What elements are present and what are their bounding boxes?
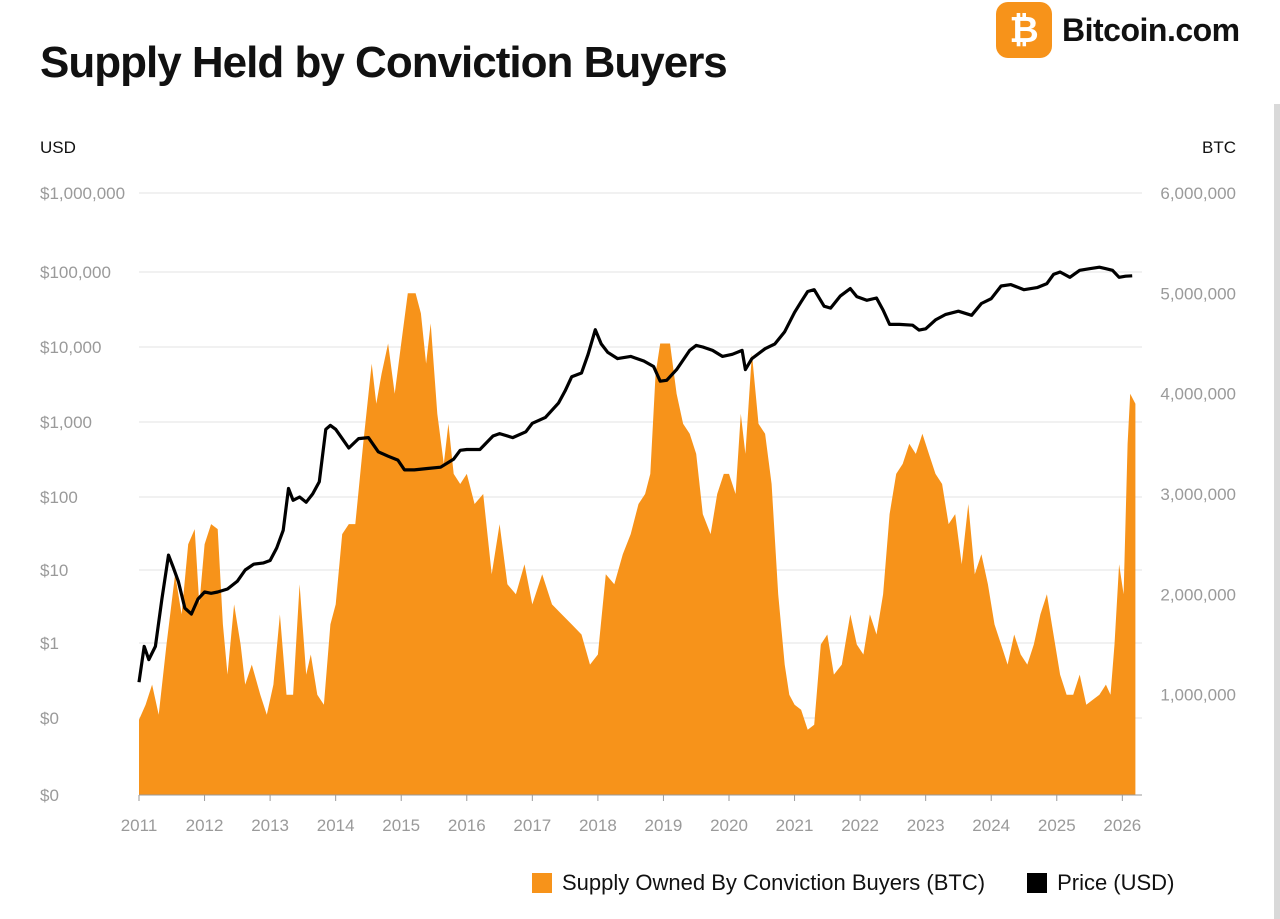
- x-tick-label: 2015: [382, 816, 420, 835]
- right-axis-unit: BTC: [1202, 138, 1236, 157]
- left-axis-unit: USD: [40, 138, 76, 157]
- brand-name: Bitcoin.com: [1062, 11, 1240, 48]
- x-tick-label: 2020: [710, 816, 748, 835]
- x-tick-label: 2023: [907, 816, 945, 835]
- right-tick-label: 6,000,000: [1160, 184, 1236, 203]
- x-tick-label: 2011: [121, 816, 158, 835]
- legend-item-supply: Supply Owned By Conviction Buyers (BTC): [532, 870, 985, 896]
- price-line-layer: [137, 265, 1133, 683]
- right-tick-label: 2,000,000: [1160, 585, 1236, 604]
- bitcoin-symbol: ₿: [1009, 10, 1039, 51]
- right-tick-label: 4,000,000: [1160, 385, 1236, 404]
- brand-header: ₿ Bitcoin.com: [996, 0, 1240, 60]
- x-tick-label: 2019: [645, 816, 683, 835]
- supply-area: [139, 293, 1136, 795]
- x-tick-label: 2016: [448, 816, 486, 835]
- legend-swatch-supply: [532, 873, 552, 893]
- left-tick-label: $100,000: [40, 263, 111, 282]
- x-tick-label: 2018: [579, 816, 617, 835]
- right-tick-label: 1,000,000: [1160, 686, 1236, 705]
- right-tick-label: 5,000,000: [1160, 284, 1236, 303]
- x-tick-label: 2025: [1038, 816, 1076, 835]
- x-tick-label: 2024: [972, 816, 1010, 835]
- left-tick-label: $10,000: [40, 338, 101, 357]
- legend-swatch-price: [1027, 873, 1048, 893]
- frame-edge: [1274, 104, 1280, 919]
- bitcoin-logo-icon: ₿: [996, 2, 1052, 58]
- left-tick-label: $1,000,000: [40, 184, 125, 203]
- legend-item-price: Price (USD): [1027, 870, 1174, 896]
- axes: USD BTC $0 $0 $1 $10 $100 $1,000 $10,000 $100,0…: [40, 138, 1236, 835]
- right-tick-label: 3,000,000: [1160, 485, 1236, 504]
- left-tick-label: $100: [40, 488, 78, 507]
- price-line: [137, 265, 1133, 683]
- legend-label-supply: Supply Owned By Conviction Buyers (BTC): [562, 870, 986, 895]
- x-tick-label: 2013: [251, 816, 289, 835]
- x-tick-label: 2014: [317, 816, 355, 835]
- supply-area-layer: [139, 293, 1136, 795]
- x-tick-label: 2017: [513, 816, 551, 835]
- left-tick-label: $1: [40, 634, 59, 653]
- left-tick-label: $0: [40, 709, 59, 728]
- left-tick-label: $1,000: [40, 413, 92, 432]
- x-tick-label: 2026: [1103, 816, 1141, 835]
- left-tick-label: $0: [40, 786, 59, 805]
- legend: Supply Owned By Conviction Buyers (BTC) …: [532, 870, 1174, 896]
- x-tick-label: 2021: [776, 816, 814, 835]
- legend-label-price: Price (USD): [1057, 870, 1175, 895]
- left-tick-label: $10: [40, 561, 68, 580]
- chart-title: Supply Held by Conviction Buyers: [40, 38, 728, 87]
- x-tick-label: 2012: [186, 816, 224, 835]
- x-tick-label: 2022: [841, 816, 879, 835]
